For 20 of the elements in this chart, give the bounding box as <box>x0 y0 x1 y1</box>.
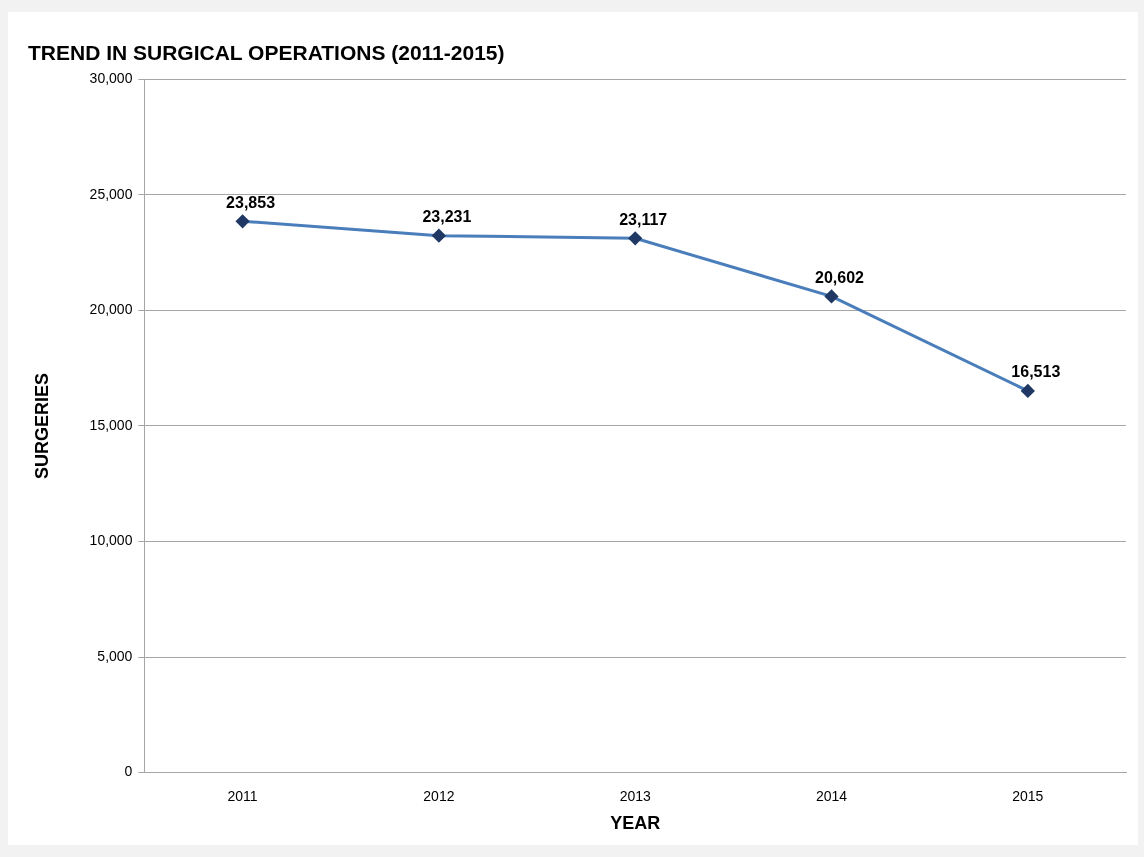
x-tick-label: 2011 <box>227 787 258 804</box>
x-tick-label: 2014 <box>815 787 848 804</box>
y-tick-label: 10,000 <box>89 532 133 549</box>
chart-title: TREND IN SURGICAL OPERATIONS (2011-2015) <box>28 41 505 65</box>
x-tick-label: 2013 <box>619 787 651 804</box>
y-tick-label: 25,000 <box>89 185 133 202</box>
y-tick-label: 0 <box>124 763 133 780</box>
x-tick-label: 2012 <box>423 787 455 804</box>
x-axis-title: YEAR <box>610 813 661 834</box>
x-tick-label: 2015 <box>1012 787 1044 804</box>
y-tick-label: 20,000 <box>89 301 133 318</box>
y-tick-label: 5,000 <box>97 647 133 664</box>
data-label: 23,231 <box>422 208 472 226</box>
data-label: 20,602 <box>815 268 865 286</box>
y-tick-label: 15,000 <box>89 416 133 433</box>
y-axis-title: SURGERIES <box>31 372 52 479</box>
data-label: 23,853 <box>226 193 276 211</box>
y-tick-label: 30,000 <box>89 70 133 87</box>
data-label: 16,513 <box>1011 363 1061 381</box>
data-label: 23,117 <box>619 210 668 228</box>
